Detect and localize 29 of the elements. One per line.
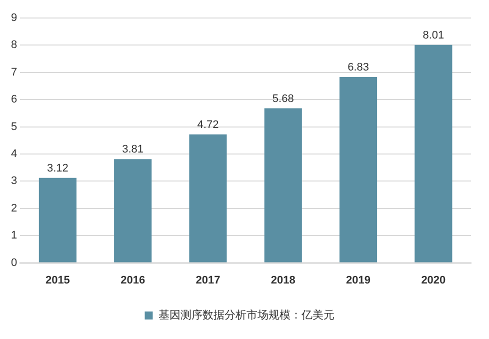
data-label: 4.72 [197, 118, 219, 131]
y-tick-label: 0 [10, 256, 18, 269]
y-tick-label: 6 [10, 94, 18, 106]
bar [414, 44, 452, 262]
x-tick-label: 2018 [270, 274, 296, 286]
bar [114, 159, 152, 262]
x-tick-label: 2016 [120, 274, 146, 286]
x-tick-label: 2015 [45, 274, 70, 286]
y-tick-label: 3 [10, 175, 18, 188]
bar [264, 108, 302, 262]
legend-label: 基因测序数据分析市场规模：亿美元 [158, 308, 334, 322]
y-tick-label: 2 [10, 202, 18, 214]
y-tick-label: 4 [10, 148, 18, 160]
bar [339, 77, 378, 262]
x-tick-label: 2020 [421, 274, 446, 286]
bar [189, 134, 227, 262]
y-tick-label: 7 [10, 66, 18, 78]
x-tick-label: 2017 [196, 274, 220, 286]
y-tick-label: 1 [10, 230, 18, 242]
data-label: 5.68 [272, 92, 294, 105]
bar [38, 178, 76, 262]
data-label: 6.83 [348, 62, 369, 74]
x-tick-label: 2019 [346, 274, 371, 286]
data-label: 3.12 [46, 162, 68, 174]
data-label: 8.01 [422, 29, 444, 42]
y-tick-label: 9 [10, 12, 18, 24]
data-label: 3.81 [122, 144, 144, 156]
y-tick-label: 8 [10, 39, 18, 52]
y-tick-label: 5 [10, 120, 18, 133]
